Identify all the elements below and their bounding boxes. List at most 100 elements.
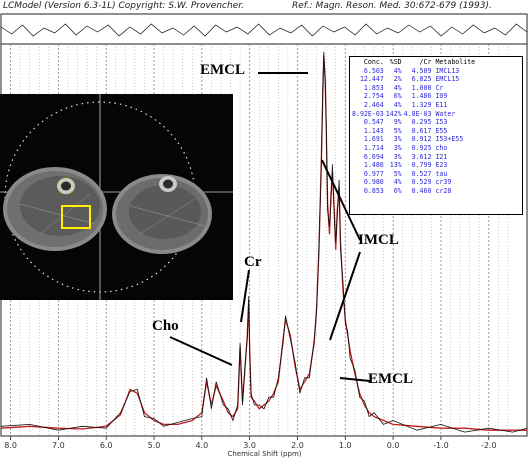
table-cell: I21 (435, 152, 448, 161)
roi-voxel-box (61, 205, 91, 229)
concentration-table: Conc. %SD/Cr Metabolite 6.503 4% 4.589 IMCL13 1… (349, 56, 523, 215)
table-cell: 3.612 (411, 152, 432, 161)
table-row: 0.980 4% 0.529 cr39 (352, 178, 477, 187)
arrow-cr (240, 269, 250, 323)
table-cell: 5% (393, 169, 402, 178)
table-cell: /Cr (419, 58, 432, 66)
table-row: 1.853 4% 1.000 Cr (352, 84, 477, 93)
table-cell: 2.464 (363, 100, 384, 109)
annotation-arrows (169, 72, 371, 382)
table-cell: 4% (393, 100, 402, 109)
table-header-row: Conc. %SD/Cr Metabolite (352, 58, 477, 67)
table-cell: 6.825 (411, 75, 432, 84)
table-cell: 1.853 (363, 83, 384, 92)
table-cell: 1.486 (411, 92, 432, 101)
table-cell: 0.547 (363, 118, 384, 127)
table-cell: 4.589 (411, 66, 432, 75)
table-cell: 3% (393, 152, 402, 161)
table-cell: 9% (393, 118, 402, 127)
x-tick-label: 2.0 (291, 441, 304, 450)
table-cell: 0.529 (411, 178, 432, 187)
table-cell: 8.92E-03 (352, 109, 384, 118)
table-cell: 1.143 (363, 126, 384, 135)
table-row: 8.92E-03 142% 4.8E-03 Water (352, 110, 477, 119)
table-cell: Conc. (363, 58, 384, 66)
x-tick-label: 8.0 (4, 441, 17, 450)
table-row: 1.480 13% 0.799 E23 (352, 161, 477, 170)
x-axis-label: Chemical Shift (ppm) (227, 450, 302, 458)
table-row: 1.143 5% 0.617 E55 (352, 127, 477, 136)
label-cr: Cr (244, 254, 262, 270)
table-cell: 1.714 (363, 143, 384, 152)
table-row: 12.447 2% 6.825 EMCL15 (352, 75, 477, 84)
table-cell: 12.447 (359, 75, 384, 84)
table-cell: 0.527 (411, 169, 432, 178)
x-axis-ticks: 8.0 7.0 6.0 5.0 4.0 3.0 2.0 1.0 0.0 -1.0 -2.0 (4, 436, 497, 450)
x-tick-label: 7.0 (52, 441, 65, 450)
x-tick-label: 0.0 (387, 441, 400, 450)
table-cell: 0.925 (411, 143, 432, 152)
table-row: 0.547 9% 0.295 I53 (352, 118, 477, 127)
table-cell: 4.8E-03 (403, 109, 432, 118)
table-cell: 1.691 (363, 135, 384, 144)
table-cell: 4% (393, 66, 402, 75)
table-row: 2.464 4% 1.329 E11 (352, 101, 477, 110)
table-cell: I09 (435, 92, 448, 101)
table-cell: %SD (389, 58, 402, 66)
table-cell: IMCL13 (435, 66, 460, 75)
table-cell: 5% (393, 126, 402, 135)
table-cell: 13% (389, 161, 402, 170)
x-tick-label: 6.0 (100, 441, 113, 450)
residual-frame (0, 13, 528, 45)
table-cell: tau (435, 169, 448, 178)
mri-thigh-cross-section (0, 94, 233, 300)
table-cell: 0.460 (411, 186, 432, 195)
table-cell: 4% (393, 178, 402, 187)
arrow-imcl-1 (321, 159, 361, 241)
table-cell: 1.329 (411, 100, 432, 109)
table-cell: 1.000 (411, 83, 432, 92)
label-cho: Cho (152, 318, 179, 334)
table-cell: E11 (435, 100, 448, 109)
table-cell: EMCL15 (435, 75, 460, 84)
table-cell: Cr (435, 83, 444, 92)
table-cell: 1.480 (363, 161, 384, 170)
mri-inset-image (0, 94, 233, 300)
table-cell: cho (435, 143, 448, 152)
table-row: 6.694 3% 3.612 I21 (352, 153, 477, 162)
table-row: 2.754 6% 1.486 I09 (352, 92, 477, 101)
x-tick-label: 1.0 (339, 441, 352, 450)
table-cell: 6% (393, 186, 402, 195)
table-cell: 142% (385, 109, 402, 118)
table-row: 1.691 3% 0.912 I53+E55 (352, 135, 477, 144)
label-emcl-bottom: EMCL (368, 371, 413, 387)
table-cell: 0.853 (363, 186, 384, 195)
label-emcl-top: EMCL (200, 62, 245, 78)
arrow-cho (169, 336, 233, 366)
table-cell: 6.503 (363, 66, 384, 75)
residual-panel (0, 13, 528, 45)
table-cell: 3% (393, 135, 402, 144)
table-cell: 0.980 (363, 178, 384, 187)
x-tick-label: 4.0 (195, 441, 208, 450)
x-tick-label: 3.0 (243, 441, 256, 450)
table-cell: 2% (393, 75, 402, 84)
table-cell: 6.694 (363, 152, 384, 161)
table-cell: E55 (435, 126, 448, 135)
table-cell: Water (435, 109, 456, 118)
table-row: 0.977 5% 0.527 tau (352, 170, 477, 179)
header-reference: Ref.: Magn. Reson. Med. 30:672-679 (1993… (292, 1, 492, 11)
arrow-emcl-bottom (339, 377, 371, 382)
table-cell: 0.977 (363, 169, 384, 178)
table-cell: cr28 (435, 186, 452, 195)
table-row: 6.503 4% 4.589 IMCL13 (352, 67, 477, 76)
x-tick-label: 5.0 (148, 441, 161, 450)
table-cell: 0.295 (411, 118, 432, 127)
table-cell: 4% (393, 83, 402, 92)
table-cell: cr39 (435, 178, 452, 187)
table-cell: I53 (435, 118, 448, 127)
table-cell: 3% (393, 143, 402, 152)
data-line (0, 51, 528, 433)
table-cell: 2.754 (363, 92, 384, 101)
table-cell: 0.617 (411, 126, 432, 135)
